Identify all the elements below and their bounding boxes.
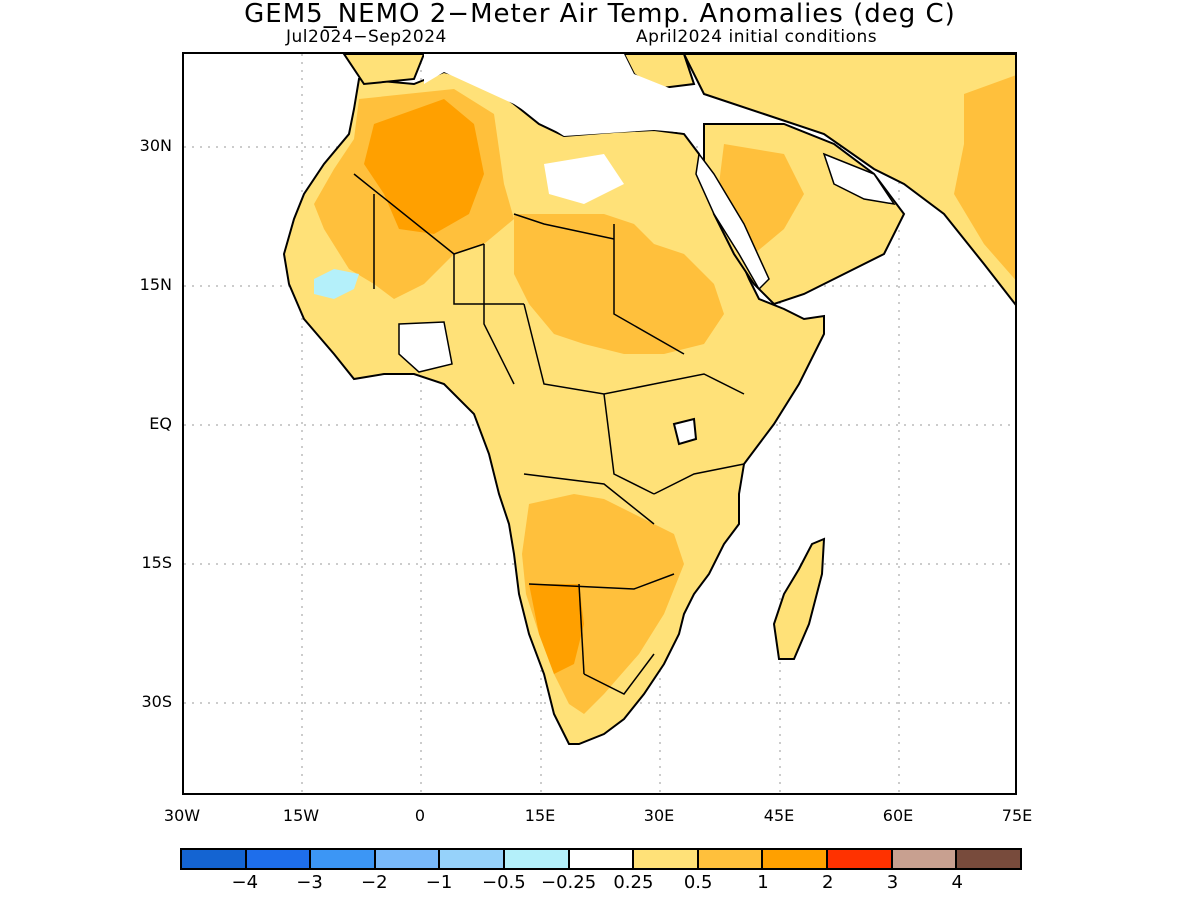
lat-label-30s: 30S <box>141 692 172 711</box>
persian-gulf <box>822 152 896 206</box>
colorbar-swatch <box>505 850 570 868</box>
middle-east-landmass <box>682 54 1015 306</box>
colorbar-swatch <box>182 850 247 868</box>
sudan-anomaly-1 <box>514 214 724 354</box>
lon-label-15w: 15W <box>282 806 320 825</box>
colorbar-swatch <box>634 850 699 868</box>
map-panel <box>182 52 1017 795</box>
colorbar <box>180 848 1022 870</box>
mediterranean-sea <box>424 54 699 136</box>
lake-victoria <box>672 417 698 446</box>
madagascar <box>772 537 826 660</box>
lat-label-eq: EQ <box>149 414 172 433</box>
lon-label-30w: 30W <box>163 806 201 825</box>
colorbar-label: −3 <box>296 872 323 893</box>
colorbar-swatch <box>763 850 829 868</box>
colorbar-label: 4 <box>951 872 963 893</box>
lon-label-15e: 15E <box>524 806 556 825</box>
country-borders <box>353 173 745 695</box>
colorbar-label: −0.25 <box>541 872 597 893</box>
lon-label-45e: 45E <box>763 806 795 825</box>
lon-label-75e: 75E <box>1001 806 1033 825</box>
lon-label-30e: 30E <box>643 806 675 825</box>
colorbar-label: −2 <box>361 872 388 893</box>
colorbar-label: 0.5 <box>683 872 713 893</box>
lon-label-0: 0 <box>414 806 426 825</box>
initial-conditions: April2024 initial conditions <box>636 27 878 47</box>
ivory-coast-neutral <box>398 321 453 373</box>
middle-east-anomaly-1 <box>954 75 1015 280</box>
colorbar-swatch <box>892 850 958 868</box>
colorbar-swatch <box>569 850 635 868</box>
colorbar-swatch <box>440 850 506 868</box>
colorbar-swatch <box>246 850 312 868</box>
colorbar-label: 3 <box>886 872 899 893</box>
west-africa-cool-spot <box>314 269 359 299</box>
forecast-period: Jul2024−Sep2024 <box>286 27 447 47</box>
anomaly-map <box>184 54 1015 793</box>
sahara-anomaly-2 <box>364 99 484 234</box>
colorbar-swatch <box>957 850 1020 868</box>
lat-label-30n: 30N <box>139 136 172 155</box>
lon-label-60e: 60E <box>882 806 914 825</box>
colorbar-swatch <box>311 850 376 868</box>
colorbar-swatch <box>828 850 893 868</box>
colorbar-label: −4 <box>231 872 259 893</box>
europe-landmass <box>342 54 426 86</box>
colorbar-swatch <box>375 850 441 868</box>
colorbar-swatch <box>698 850 764 868</box>
namibia-anomaly-2 <box>529 584 584 674</box>
red-sea <box>695 152 770 291</box>
chart-title: GEM5_NEMO 2−Meter Air Temp. Anomalies (d… <box>244 0 956 29</box>
libya-egypt-neutral <box>544 154 624 204</box>
colorbar-label: −0.5 <box>481 872 526 893</box>
colorbar-label: 1 <box>757 872 769 893</box>
colorbar-label: −1 <box>425 872 453 893</box>
lat-label-15s: 15S <box>141 553 172 572</box>
colorbar-label: 2 <box>821 872 834 893</box>
italy-greece-landmass <box>622 54 696 91</box>
colorbar-label: 0.25 <box>613 872 654 893</box>
lat-label-15n: 15N <box>139 275 172 294</box>
